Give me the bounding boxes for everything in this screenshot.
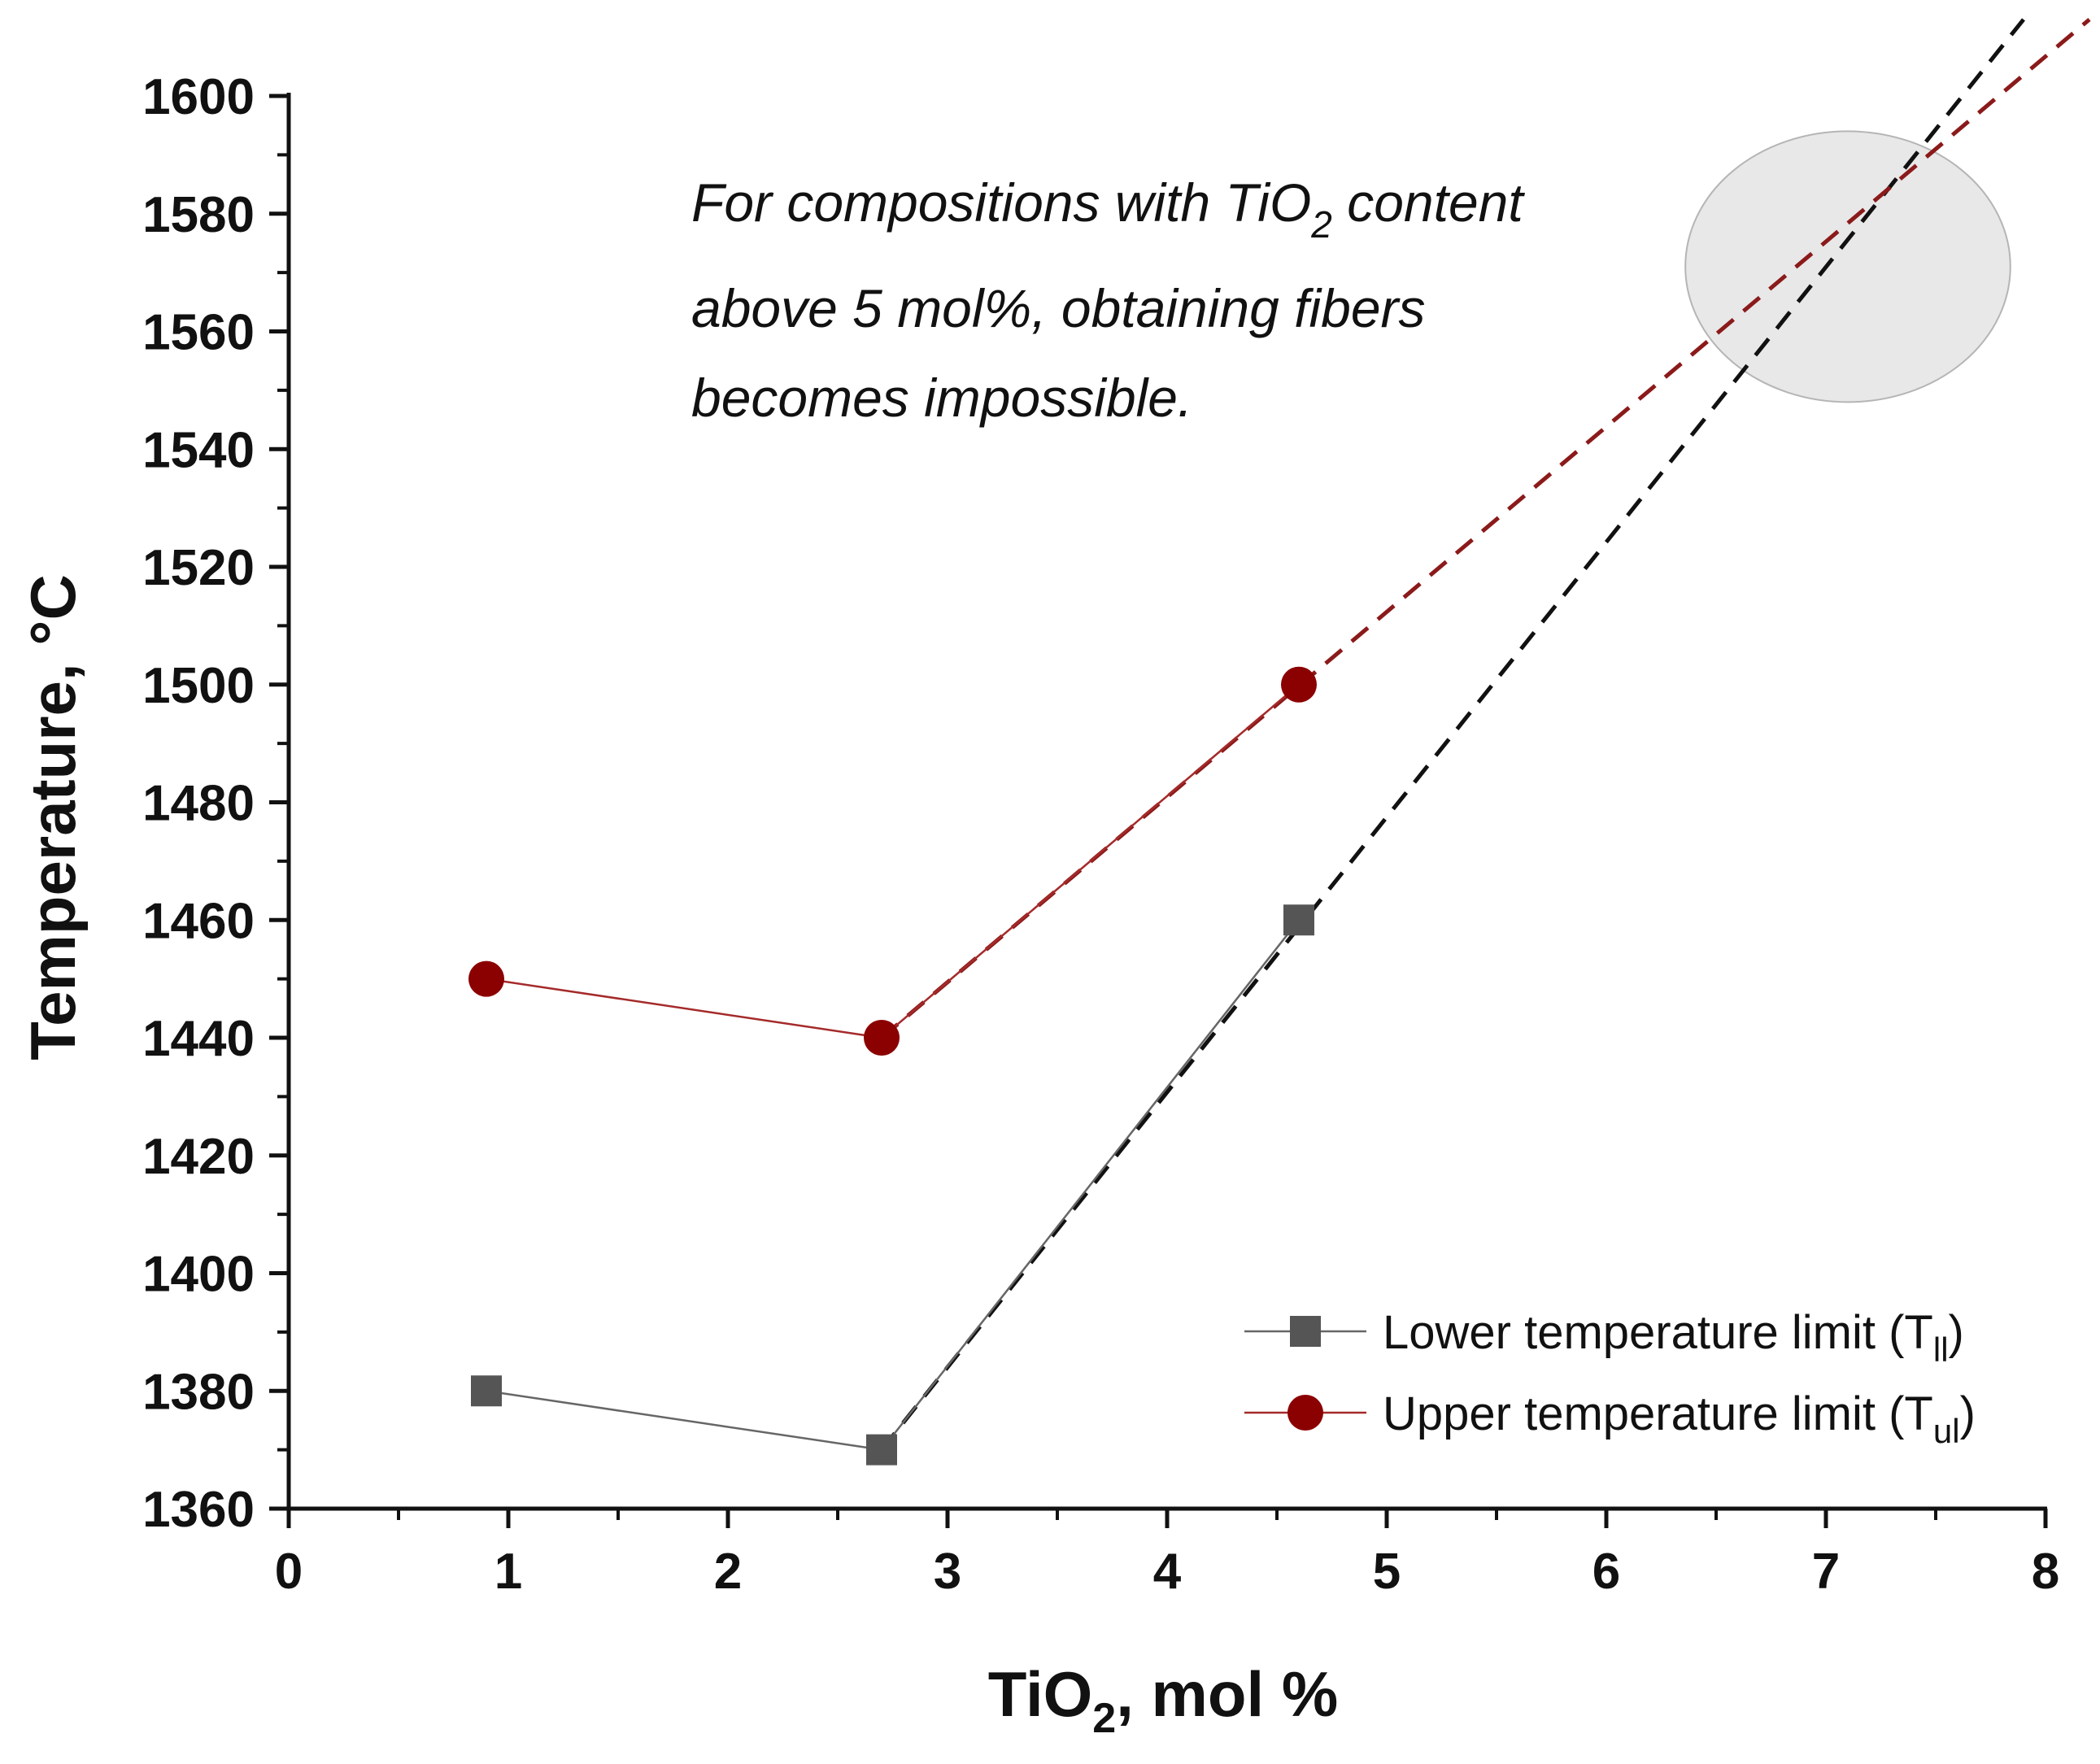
y-tick-label: 1520 bbox=[142, 540, 255, 596]
x-tick-label: 8 bbox=[2032, 1544, 2059, 1600]
y-tick-label: 1600 bbox=[142, 69, 255, 125]
legend-label-upper: Upper temperature limit (Tul) bbox=[1383, 1387, 1976, 1450]
y-tick-label: 1360 bbox=[142, 1482, 255, 1538]
y-tick-label: 1560 bbox=[142, 305, 255, 361]
legend-marker-upper bbox=[1287, 1395, 1323, 1431]
legend-label-lower: Lower temperature limit (Tll) bbox=[1383, 1306, 1964, 1369]
y-tick-label: 1440 bbox=[142, 1011, 255, 1067]
annotation-line-2: above 5 mol%, obtaining fibers bbox=[691, 278, 1426, 338]
data-point-upper bbox=[864, 1020, 900, 1056]
legend-label-upper-base: Upper temperature limit (T bbox=[1383, 1387, 1933, 1440]
x-axis-title: TiO2, mol % bbox=[988, 1658, 1339, 1742]
highlight-ellipse bbox=[1684, 130, 2011, 403]
y-tick-label: 1480 bbox=[142, 776, 255, 832]
y-tick-label: 1380 bbox=[142, 1364, 255, 1420]
y-tick-label: 1460 bbox=[142, 893, 255, 949]
x-axis-title-base: TiO bbox=[988, 1658, 1093, 1730]
x-tick-label: 4 bbox=[1153, 1544, 1182, 1600]
legend-label-lower-base: Lower temperature limit (T bbox=[1383, 1306, 1933, 1359]
legend: Lower temperature limit (Tll) Upper temp… bbox=[1244, 1306, 1976, 1450]
legend-marker-lower bbox=[1290, 1316, 1321, 1347]
annotation-line-1-post: content bbox=[1332, 172, 1525, 233]
x-tick-label: 6 bbox=[1592, 1544, 1620, 1600]
annotation-line-1-subscript: 2 bbox=[1310, 203, 1332, 246]
series-line-lower bbox=[486, 919, 1300, 1451]
data-point-upper bbox=[1281, 666, 1317, 703]
x-tick-label: 5 bbox=[1373, 1544, 1401, 1600]
y-axis-title: Temperature, °C bbox=[17, 574, 89, 1061]
x-tick-label: 3 bbox=[934, 1544, 961, 1600]
annotation-line-1: For compositions with TiO2 content bbox=[691, 172, 1525, 246]
data-point-lower bbox=[866, 1434, 897, 1466]
x-tick-label: 1 bbox=[495, 1544, 522, 1600]
x-tick-label: 2 bbox=[714, 1544, 742, 1600]
legend-label-upper-end: ) bbox=[1960, 1387, 1976, 1440]
annotation-line-1-pre: For compositions with TiO bbox=[691, 172, 1311, 233]
y-tick-label: 1400 bbox=[142, 1247, 255, 1303]
x-tick-label: 0 bbox=[275, 1544, 303, 1600]
trend-line-lower bbox=[880, 18, 2025, 1452]
data-point-lower bbox=[1283, 904, 1314, 936]
series-line-upper bbox=[486, 683, 1300, 1039]
y-tick-label: 1540 bbox=[142, 422, 255, 478]
y-tick-label: 1500 bbox=[142, 658, 255, 714]
data-point-upper bbox=[468, 960, 504, 997]
x-axis-title-subscript: 2 bbox=[1092, 1695, 1116, 1742]
x-axis-title-rest: , mol % bbox=[1116, 1658, 1338, 1730]
x-tick-label: 7 bbox=[1812, 1544, 1840, 1600]
legend-label-lower-subscript: ll bbox=[1933, 1331, 1949, 1369]
annotation-line-3: becomes impossible. bbox=[691, 368, 1192, 428]
y-tick-label: 1420 bbox=[142, 1129, 255, 1185]
legend-label-upper-subscript: ul bbox=[1933, 1412, 1960, 1450]
data-point-lower bbox=[471, 1375, 502, 1407]
legend-label-lower-end: ) bbox=[1949, 1306, 1964, 1359]
trend-line-upper bbox=[880, 18, 2091, 1039]
y-tick-label: 1580 bbox=[142, 187, 255, 243]
